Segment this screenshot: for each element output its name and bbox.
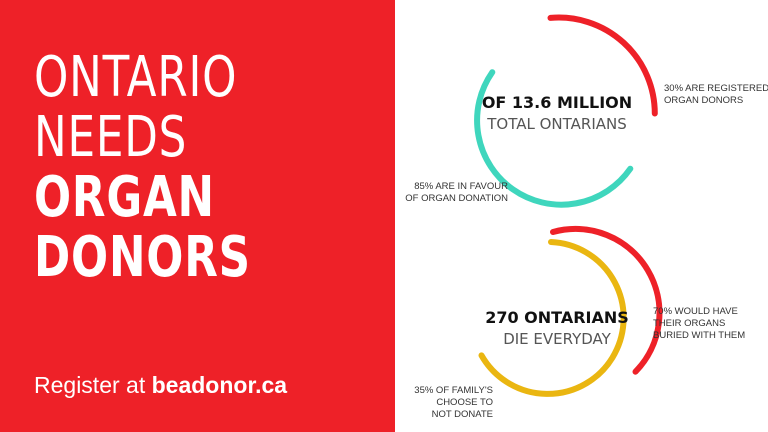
ring2-right-label-2: THEIR ORGANS [653, 318, 725, 329]
registered-arc [547, 14, 658, 117]
ring1-left-label-2: OF ORGAN DONATION [405, 193, 508, 204]
ring2-left-label-1: 35% OF FAMILY'S [414, 385, 493, 396]
headline-line-organ: ORGAN [34, 165, 215, 230]
stats-graphic: OF 13.6 MILLION TOTAL ONTARIANS 30% ARE … [405, 14, 768, 420]
ring1-subtitle: TOTAL ONTARIANS [486, 115, 627, 133]
ring2-title: 270 ONTARIANS [485, 308, 629, 327]
ring1-right-label-1: 30% ARE REGISTERED [664, 83, 768, 94]
ring2-subtitle: DIE EVERYDAY [503, 330, 611, 348]
red-panel: ONTARIO NEEDS ORGAN DONORS Register at b… [0, 0, 395, 432]
register-link[interactable]: beadonor.ca [151, 372, 288, 398]
ring1-title: OF 13.6 MILLION [482, 93, 632, 112]
ring2-right-label-1: 70% WOULD HAVE [653, 306, 738, 317]
ring1-right-label-2: ORGAN DONORS [664, 95, 743, 106]
headline: ONTARIO NEEDS ORGAN DONORS [34, 48, 251, 288]
headline-line-ontario: ONTARIO [34, 45, 238, 110]
ring2-left-label-2: CHOOSE TO [436, 397, 493, 408]
register-prefix: Register at [34, 372, 152, 398]
ring1-left-label-1: 85% ARE IN FAVOUR [414, 181, 508, 192]
buried-arc [550, 225, 663, 375]
ring2-right-label-3: BURIED WITH THEM [653, 330, 745, 341]
in-favour-arc [474, 69, 634, 208]
ring2-left-label-3: NOT DONATE [432, 409, 493, 420]
ring-daily-deaths: 270 ONTARIANS DIE EVERYDAY 70% WOULD HAV… [414, 225, 745, 420]
ring-total-ontarians: OF 13.6 MILLION TOTAL ONTARIANS 30% ARE … [405, 14, 768, 208]
headline-line-donors: DONORS [34, 225, 251, 290]
register-cta: Register at beadonor.ca [34, 372, 287, 399]
stats-panel: OF 13.6 MILLION TOTAL ONTARIANS 30% ARE … [395, 0, 768, 432]
not-donate-arc [478, 239, 627, 397]
headline-line-needs: NEEDS [34, 105, 188, 170]
